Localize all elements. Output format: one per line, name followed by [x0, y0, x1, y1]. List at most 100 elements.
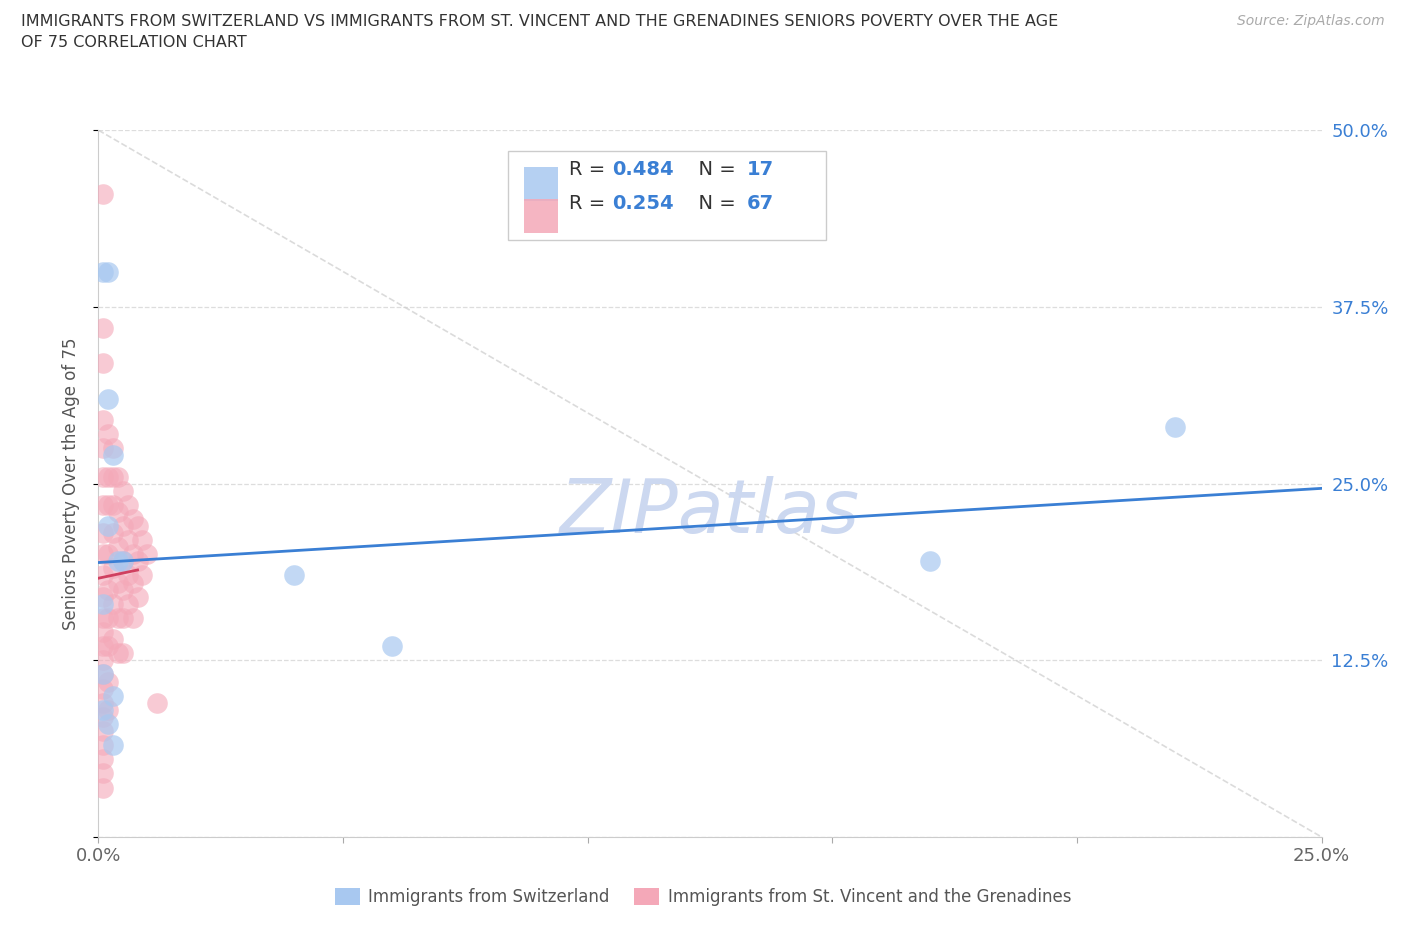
- Text: 67: 67: [747, 193, 773, 213]
- Point: [91, 413, 114, 428]
- Point: [111, 610, 134, 625]
- Point: [97, 674, 120, 689]
- Point: [101, 498, 124, 512]
- Point: [91, 525, 114, 540]
- Point: [91, 498, 114, 512]
- Y-axis label: Seniors Poverty Over the Age of 75: Seniors Poverty Over the Age of 75: [62, 338, 80, 630]
- Text: R =: R =: [569, 160, 612, 179]
- Point: [91, 186, 114, 201]
- Point: [111, 582, 134, 597]
- FancyBboxPatch shape: [508, 152, 827, 240]
- Text: OF 75 CORRELATION CHART: OF 75 CORRELATION CHART: [21, 35, 247, 50]
- Point: [121, 610, 143, 625]
- Point: [111, 554, 134, 569]
- Point: [127, 554, 149, 569]
- Point: [97, 498, 120, 512]
- Legend: Immigrants from Switzerland, Immigrants from St. Vincent and the Grenadines: Immigrants from Switzerland, Immigrants …: [328, 881, 1078, 912]
- Point: [91, 596, 114, 611]
- Point: [91, 737, 114, 752]
- Point: [101, 631, 124, 646]
- Point: [101, 596, 124, 611]
- Point: [91, 681, 114, 696]
- Point: [97, 427, 120, 442]
- Point: [91, 469, 114, 484]
- Point: [107, 469, 129, 484]
- Point: [101, 469, 124, 484]
- Point: [97, 469, 120, 484]
- Point: [117, 498, 139, 512]
- Text: Source: ZipAtlas.com: Source: ZipAtlas.com: [1237, 14, 1385, 28]
- Point: [107, 504, 129, 519]
- Point: [91, 702, 114, 717]
- Point: [97, 264, 120, 279]
- Point: [107, 554, 129, 569]
- Point: [97, 716, 120, 731]
- Text: N =: N =: [686, 160, 741, 179]
- Point: [91, 441, 114, 456]
- Point: [121, 512, 143, 526]
- Point: [91, 667, 114, 682]
- Point: [127, 519, 149, 534]
- Point: [91, 780, 114, 795]
- Point: [97, 702, 120, 717]
- Point: [101, 737, 124, 752]
- Point: [920, 554, 942, 569]
- Point: [111, 519, 134, 534]
- Point: [131, 568, 153, 583]
- Point: [97, 519, 120, 534]
- Point: [121, 575, 143, 590]
- Point: [283, 568, 305, 583]
- Point: [97, 547, 120, 562]
- Point: [91, 724, 114, 738]
- Point: [91, 356, 114, 371]
- Point: [101, 448, 124, 463]
- Point: [91, 264, 114, 279]
- Text: 0.484: 0.484: [612, 160, 673, 179]
- FancyBboxPatch shape: [524, 167, 558, 201]
- Point: [101, 441, 124, 456]
- Point: [91, 751, 114, 766]
- Point: [107, 610, 129, 625]
- Point: [101, 561, 124, 576]
- Point: [97, 582, 120, 597]
- Point: [1164, 419, 1187, 434]
- FancyBboxPatch shape: [524, 199, 558, 232]
- Point: [91, 625, 114, 640]
- Text: N =: N =: [686, 193, 741, 213]
- Point: [111, 484, 134, 498]
- Point: [91, 610, 114, 625]
- Point: [131, 533, 153, 548]
- Point: [91, 568, 114, 583]
- Point: [101, 688, 124, 703]
- Point: [91, 766, 114, 781]
- Text: 17: 17: [747, 160, 773, 179]
- Point: [107, 539, 129, 554]
- Text: ZIPatlas: ZIPatlas: [560, 476, 860, 548]
- Point: [121, 547, 143, 562]
- Point: [117, 568, 139, 583]
- Point: [97, 610, 120, 625]
- Point: [91, 667, 114, 682]
- Text: IMMIGRANTS FROM SWITZERLAND VS IMMIGRANTS FROM ST. VINCENT AND THE GRENADINES SE: IMMIGRANTS FROM SWITZERLAND VS IMMIGRANT…: [21, 14, 1059, 29]
- Point: [111, 554, 134, 569]
- Point: [97, 392, 120, 406]
- Point: [91, 710, 114, 724]
- Point: [91, 639, 114, 654]
- Point: [117, 533, 139, 548]
- Point: [117, 596, 139, 611]
- Point: [97, 639, 120, 654]
- Point: [91, 321, 114, 336]
- Point: [91, 590, 114, 604]
- Point: [91, 653, 114, 668]
- Text: R =: R =: [569, 193, 612, 213]
- Text: 0.254: 0.254: [612, 193, 673, 213]
- Point: [381, 639, 404, 654]
- Point: [111, 645, 134, 660]
- Point: [136, 547, 159, 562]
- Point: [101, 525, 124, 540]
- Point: [146, 696, 169, 711]
- Point: [107, 645, 129, 660]
- Point: [91, 696, 114, 711]
- Point: [91, 547, 114, 562]
- Point: [127, 590, 149, 604]
